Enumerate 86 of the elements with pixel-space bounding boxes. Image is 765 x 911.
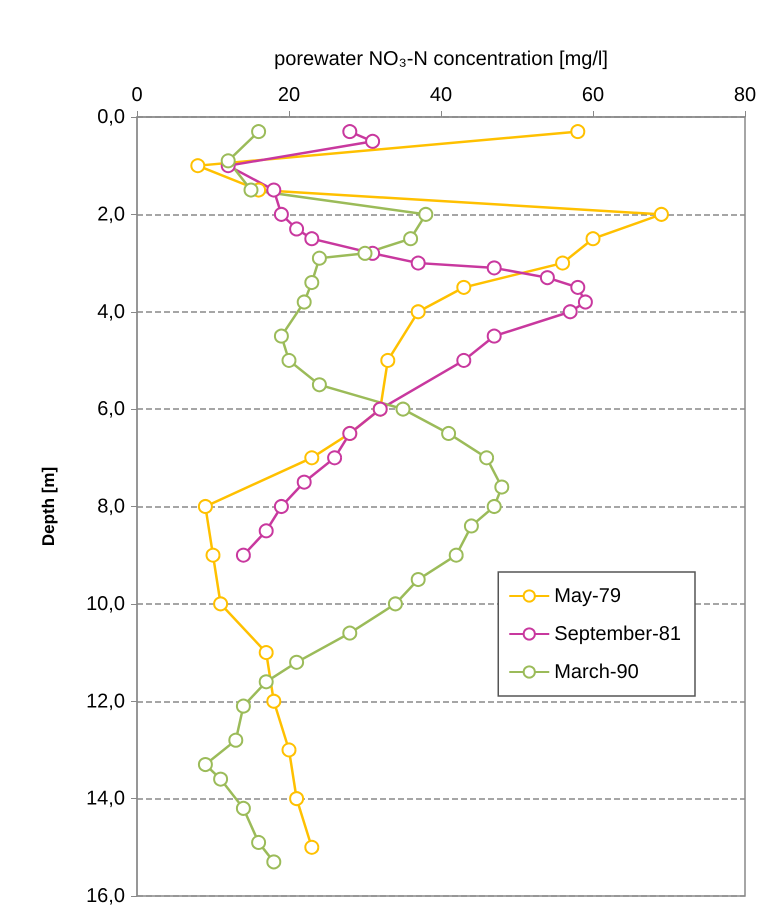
point (213, 596, 228, 612)
point (244, 182, 258, 198)
point (540, 270, 555, 286)
point (266, 694, 282, 709)
point (274, 499, 289, 514)
point (403, 231, 418, 246)
point (198, 757, 213, 772)
point (555, 256, 570, 271)
point (441, 426, 456, 441)
point (410, 256, 426, 271)
point (296, 294, 312, 310)
point (586, 231, 600, 246)
point (266, 854, 282, 870)
point (251, 834, 266, 850)
point (494, 480, 510, 495)
point (289, 221, 304, 236)
x-tick-label: 80 (734, 84, 756, 106)
point (342, 124, 358, 140)
y-tick-label: 8,0 (97, 496, 125, 518)
point (289, 654, 304, 670)
point (410, 304, 426, 320)
point (486, 328, 502, 344)
y-tick-label: 2,0 (97, 203, 125, 226)
x-axis-title: porewater NO₃-N concentration [mg/l] (274, 48, 608, 70)
point (228, 732, 244, 748)
point (456, 352, 472, 368)
point (236, 698, 251, 714)
x-tick-label: 60 (582, 84, 604, 106)
point (486, 260, 502, 276)
y-tick-label: 12,0 (86, 690, 125, 712)
y-tick-label: 6,0 (97, 398, 125, 420)
point (562, 304, 578, 320)
point (304, 840, 320, 855)
legend-label: March-90 (554, 661, 639, 683)
point (282, 742, 296, 758)
point (258, 674, 274, 690)
point (418, 206, 434, 222)
point (312, 250, 327, 266)
x-tick-label: 20 (278, 84, 300, 106)
y-tick-label: 16,0 (86, 885, 125, 907)
x-tick-label: 0 (131, 84, 143, 106)
point (190, 158, 206, 174)
point (220, 153, 236, 168)
point (274, 206, 289, 222)
point (213, 772, 228, 787)
point (380, 352, 396, 368)
y-tick-label: 0,0 (97, 106, 125, 128)
legend-label: May-79 (554, 585, 621, 607)
point (654, 206, 669, 222)
point (304, 231, 320, 246)
y-tick-label: 14,0 (86, 788, 125, 810)
point (258, 645, 274, 660)
point (266, 182, 282, 198)
y-axis-title: Depth [m] (39, 466, 58, 546)
point (342, 626, 358, 641)
point (312, 377, 327, 392)
point (282, 352, 296, 368)
point (251, 124, 266, 140)
point (236, 548, 251, 563)
point (289, 791, 304, 806)
point (365, 134, 380, 149)
point (198, 499, 213, 514)
legend-label: September-81 (554, 623, 682, 645)
point (396, 402, 410, 417)
point (464, 518, 479, 534)
point (304, 450, 320, 466)
point (388, 596, 403, 612)
point (304, 275, 320, 290)
x-tick-label: 40 (430, 84, 452, 106)
point (486, 499, 502, 514)
point (206, 548, 220, 563)
y-tick-label: 10,0 (86, 592, 125, 615)
point (570, 280, 586, 295)
point (456, 280, 472, 295)
point (274, 328, 289, 344)
point (578, 294, 593, 310)
point (448, 548, 464, 563)
point (236, 800, 251, 816)
point (479, 450, 494, 466)
point (570, 124, 586, 140)
y-tick-label: 4,0 (97, 300, 125, 323)
point (327, 450, 342, 466)
point (258, 523, 274, 538)
point (410, 572, 426, 588)
point (358, 246, 372, 261)
point (296, 474, 312, 490)
